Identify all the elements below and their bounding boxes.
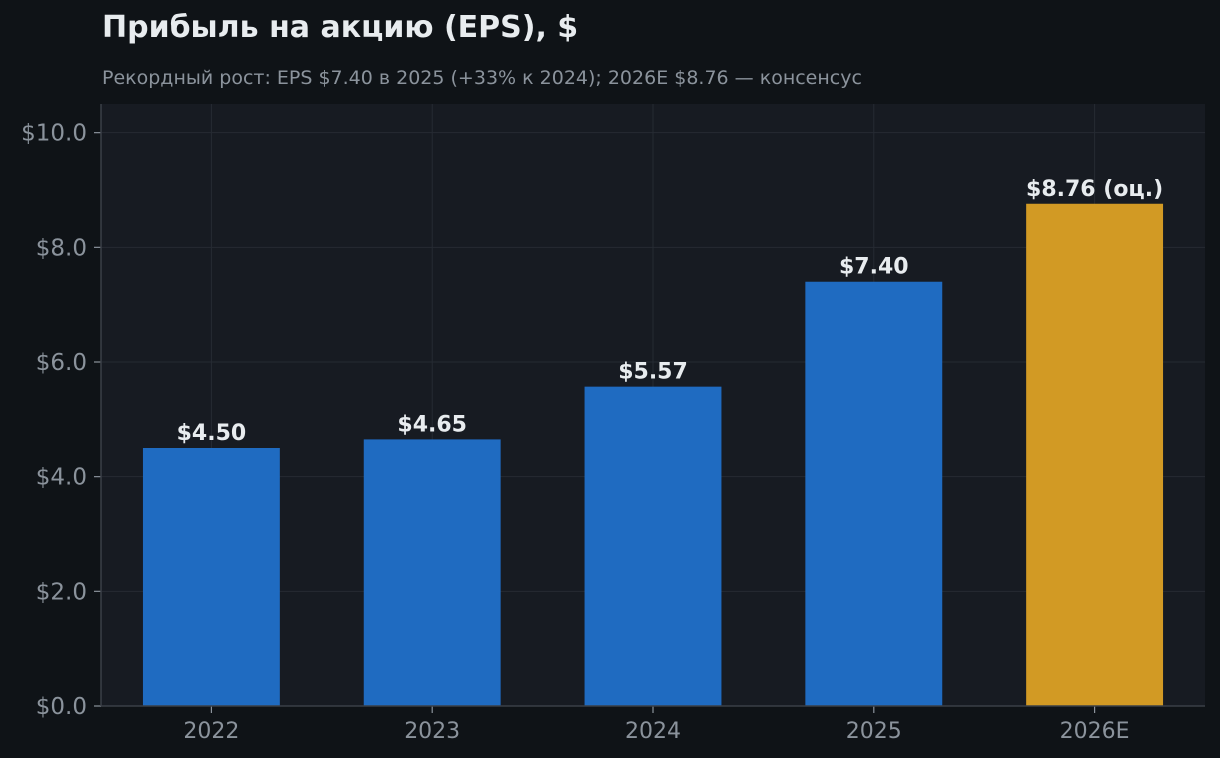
chart-title: Прибыль на акцию (EPS), $ — [102, 10, 579, 45]
eps-bar — [805, 281, 943, 706]
bar-data-label: $8.76 (оц.) — [1026, 177, 1163, 202]
y-tick-label: $6.0 — [36, 350, 87, 376]
y-tick-label: $10.0 — [21, 121, 87, 147]
y-tick-label: $4.0 — [36, 465, 87, 491]
x-tick-label: 2025 — [846, 719, 902, 744]
x-tick-label: 2026E — [1060, 719, 1130, 744]
bar-data-label: $4.50 — [177, 421, 247, 446]
y-tick-label: $0.0 — [36, 694, 87, 720]
x-tick-label: 2024 — [625, 719, 681, 744]
y-tick-label: $2.0 — [36, 579, 87, 605]
eps-bar — [584, 386, 722, 706]
bar-data-label: $4.65 — [397, 412, 467, 437]
x-tick-label: 2022 — [183, 719, 239, 744]
estimate-bar — [1026, 203, 1164, 706]
eps-bar — [142, 448, 280, 706]
chart-subtitle: Рекордный рост: EPS $7.40 в 2025 (+33% к… — [102, 67, 862, 89]
bar-data-label: $5.57 — [618, 360, 688, 385]
y-tick-label: $8.0 — [36, 235, 87, 261]
eps-bar — [363, 439, 501, 706]
x-tick-label: 2023 — [404, 719, 460, 744]
bar-data-label: $7.40 — [839, 255, 909, 280]
